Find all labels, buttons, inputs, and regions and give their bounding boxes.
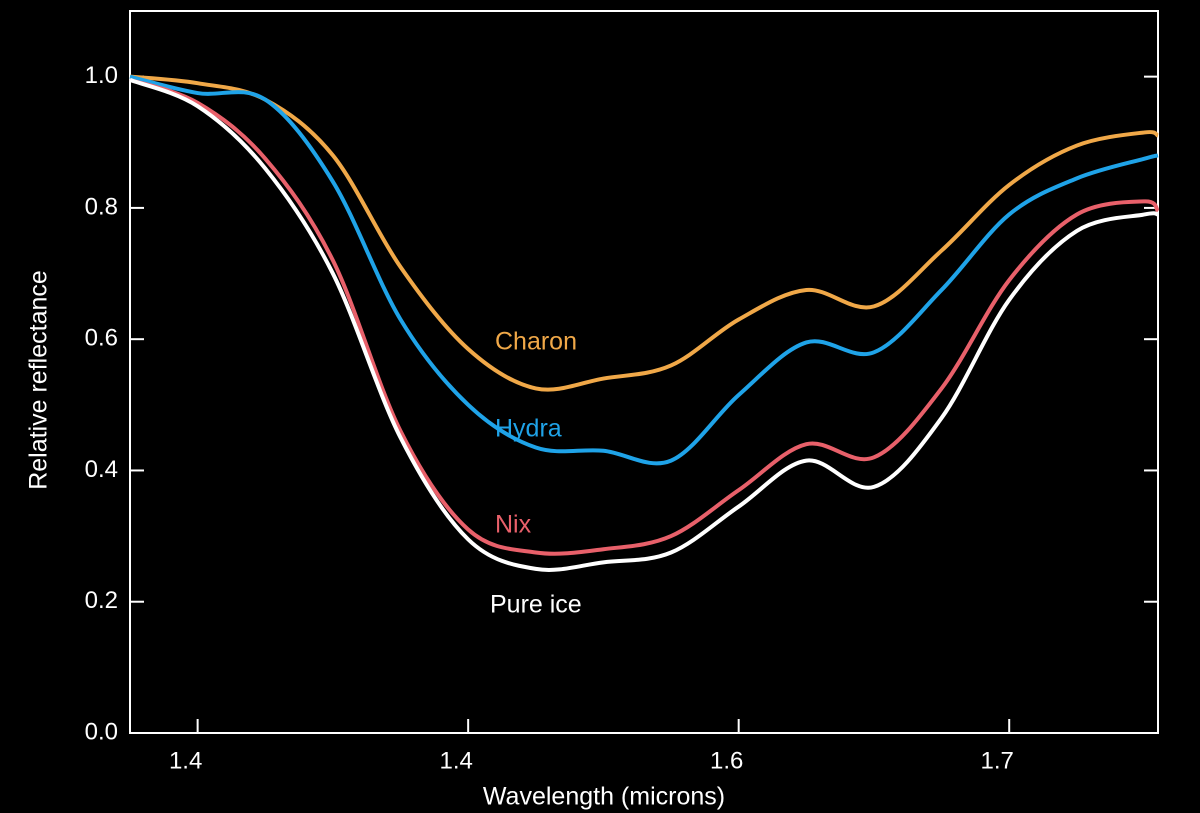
x-tick-label: 1.7 bbox=[981, 747, 1014, 774]
series-line bbox=[129, 74, 1159, 466]
x-tick-label: 1.4 bbox=[169, 747, 202, 774]
series-label: Hydra bbox=[495, 415, 562, 443]
y-tick-label: 0.8 bbox=[85, 193, 118, 220]
x-tick-label: 1.4 bbox=[439, 747, 472, 774]
y-tick-label: 0.6 bbox=[85, 325, 118, 352]
x-axis-label: Wavelength (microns) bbox=[483, 783, 725, 811]
y-tick-label: 0.0 bbox=[85, 718, 118, 745]
series-line bbox=[129, 78, 1159, 572]
series-label: Pure ice bbox=[490, 591, 582, 619]
series-line bbox=[129, 78, 1160, 556]
series-label: Nix bbox=[495, 511, 532, 539]
series-label: Charon bbox=[495, 328, 577, 356]
y-tick-label: 0.2 bbox=[85, 587, 118, 614]
series-line bbox=[129, 74, 1159, 392]
plot-frame bbox=[129, 10, 1159, 734]
x-tick-label: 1.6 bbox=[710, 747, 743, 774]
y-axis-label: Relative reflectance bbox=[25, 270, 53, 490]
y-tick-label: 0.4 bbox=[85, 456, 118, 483]
y-tick-label: 1.0 bbox=[85, 62, 118, 89]
